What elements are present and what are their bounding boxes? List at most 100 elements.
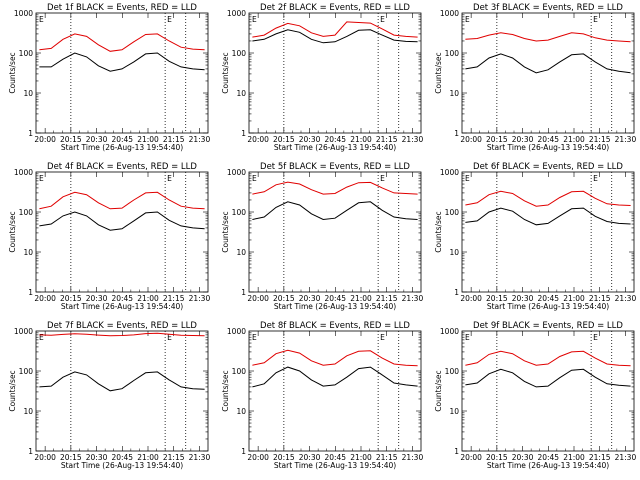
y-tick-label: 100: [232, 49, 247, 58]
panel-title: Det 7f BLACK = Events, RED = LLD: [47, 321, 197, 331]
y-axis-label: Counts/sec: [8, 52, 17, 93]
x-tick-label: 20:45: [111, 453, 133, 462]
panel-title: Det 6f BLACK = Events, RED = LLD: [473, 162, 623, 172]
plot-frame: [461, 330, 635, 452]
x-tick-label: 20:00: [34, 453, 56, 462]
x-tick-label: 21:15: [376, 294, 398, 303]
y-tick-label: 100: [445, 367, 460, 376]
lld-series-line: [465, 350, 631, 367]
x-tick-label: 21:15: [589, 453, 611, 462]
panel-det4: Det 4f BLACK = Events, RED = LLD 1 10 100 10…: [8, 162, 210, 311]
marker-label: E: [465, 174, 470, 183]
marker-label: E: [252, 333, 257, 342]
y-tick-label: 10: [236, 248, 246, 257]
x-tick-label: 21:30: [615, 294, 637, 303]
lld-series-line: [39, 191, 205, 210]
plot-frame: [461, 171, 635, 293]
x-tick-label: 21:30: [402, 453, 424, 462]
x-tick-label: 21:00: [563, 294, 585, 303]
plot-frame: [461, 12, 635, 134]
x-tick-label: 20:30: [512, 453, 534, 462]
marker-label: E: [167, 333, 172, 342]
marker-label: E: [39, 15, 44, 24]
x-tick-label: 21:00: [563, 135, 585, 144]
x-tick-label: 20:00: [247, 453, 269, 462]
x-tick-label: 21:15: [376, 453, 398, 462]
x-tick-label: 20:00: [247, 135, 269, 144]
y-tick-label: 100: [232, 208, 247, 217]
x-tick-label: 20:30: [299, 453, 321, 462]
x-tick-label: 20:15: [486, 453, 508, 462]
panel-det3: Det 3f BLACK = Events, RED = LLD 1 10 100 10…: [434, 3, 636, 152]
x-tick-label: 20:30: [512, 294, 534, 303]
plot-frame: [248, 330, 422, 452]
y-tick-label: 1: [454, 129, 459, 138]
events-series-line: [252, 366, 418, 388]
x-tick-label: 20:15: [60, 135, 82, 144]
marker-label: E: [167, 15, 172, 24]
panel-title: Det 5f BLACK = Events, RED = LLD: [260, 162, 410, 172]
x-axis-label: Start Time (26-Aug-13 19:54:40): [274, 302, 396, 311]
marker-label: E: [380, 15, 385, 24]
marker-label: E: [167, 174, 172, 183]
y-axis-label: Counts/sec: [221, 52, 230, 93]
panel-title: Det 1f BLACK = Events, RED = LLD: [47, 3, 197, 13]
y-axis-label: Counts/sec: [8, 370, 17, 411]
y-tick-label: 10: [449, 248, 459, 257]
x-tick-label: 20:00: [247, 294, 269, 303]
marker-label: E: [39, 333, 44, 342]
marker-label: E: [380, 333, 385, 342]
lld-series-line: [39, 332, 205, 337]
panel-title: Det 9f BLACK = Events, RED = LLD: [473, 321, 623, 331]
x-axis-label: Start Time (26-Aug-13 19:54:40): [487, 461, 609, 470]
x-tick-label: 20:30: [512, 135, 534, 144]
x-axis-label: Start Time (26-Aug-13 19:54:40): [61, 302, 183, 311]
y-tick-label: 10: [23, 248, 33, 257]
x-tick-label: 21:30: [402, 294, 424, 303]
x-tick-label: 20:30: [86, 453, 108, 462]
events-series-line: [252, 29, 418, 44]
x-tick-label: 21:15: [163, 453, 185, 462]
marker-label: E: [380, 174, 385, 183]
y-tick-label: 1000: [227, 327, 246, 336]
lld-series-line: [465, 190, 631, 207]
x-tick-label: 21:30: [402, 135, 424, 144]
y-tick-label: 100: [445, 208, 460, 217]
panel-det9: Det 9f BLACK = Events, RED = LLD 1 10 100 10…: [434, 321, 636, 470]
x-axis-label: Start Time (26-Aug-13 19:54:40): [61, 143, 183, 152]
plot-frame: [248, 171, 422, 293]
y-tick-label: 100: [19, 49, 34, 58]
events-series-line: [465, 53, 631, 74]
x-tick-label: 21:15: [589, 294, 611, 303]
events-series-line: [465, 368, 631, 388]
y-tick-label: 100: [19, 367, 34, 376]
x-tick-label: 20:45: [537, 294, 559, 303]
x-tick-label: 20:45: [324, 294, 346, 303]
lld-series-line: [252, 21, 418, 38]
plot-frame: [35, 171, 209, 293]
marker-label: E: [252, 174, 257, 183]
x-tick-label: 21:30: [615, 135, 637, 144]
x-tick-label: 20:45: [537, 135, 559, 144]
x-tick-label: 20:15: [60, 294, 82, 303]
events-series-line: [39, 371, 205, 392]
y-axis-label: Counts/sec: [221, 211, 230, 252]
y-tick-label: 10: [236, 89, 246, 98]
x-tick-label: 20:00: [460, 453, 482, 462]
marker-label: E: [465, 333, 470, 342]
y-tick-label: 1000: [14, 168, 33, 177]
y-tick-label: 1000: [14, 327, 33, 336]
y-tick-label: 1: [454, 447, 459, 456]
x-tick-label: 20:30: [86, 135, 108, 144]
x-tick-label: 20:45: [324, 453, 346, 462]
x-tick-label: 21:30: [189, 135, 211, 144]
x-axis-label: Start Time (26-Aug-13 19:54:40): [61, 461, 183, 470]
x-tick-label: 20:00: [34, 135, 56, 144]
lld-series-line: [465, 32, 631, 43]
panel-det1: Det 1f BLACK = Events, RED = LLD 1 10 100 10…: [8, 3, 210, 152]
x-axis-label: Start Time (26-Aug-13 19:54:40): [274, 143, 396, 152]
y-tick-label: 100: [445, 49, 460, 58]
x-tick-label: 21:00: [137, 453, 159, 462]
x-tick-label: 20:30: [299, 135, 321, 144]
